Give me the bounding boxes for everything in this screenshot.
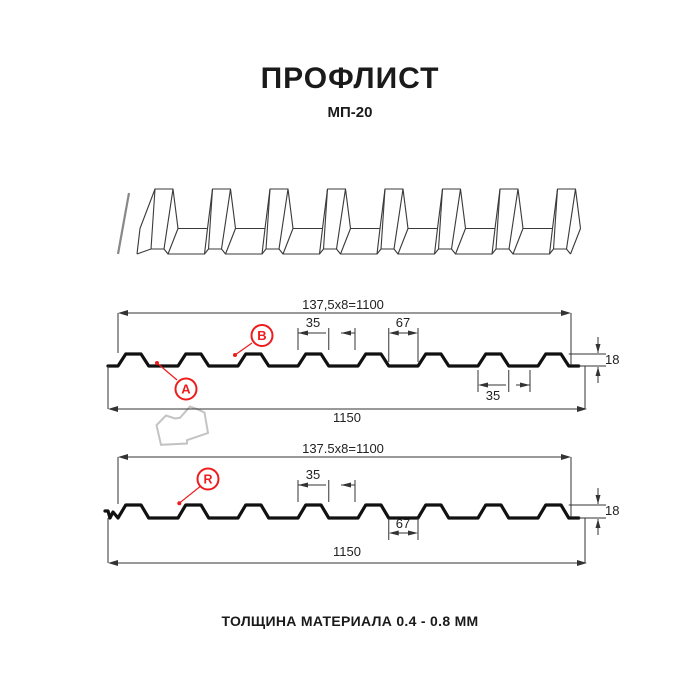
- svg-text:1150: 1150: [333, 544, 361, 559]
- svg-text:35: 35: [306, 467, 320, 482]
- svg-text:R: R: [203, 473, 212, 487]
- svg-text:67: 67: [396, 315, 410, 330]
- svg-text:137.5x8=1100: 137.5x8=1100: [302, 441, 384, 456]
- svg-text:A: A: [181, 382, 191, 397]
- svg-text:18: 18: [605, 503, 619, 518]
- svg-text:35: 35: [306, 315, 320, 330]
- svg-text:67: 67: [396, 516, 410, 531]
- svg-text:137,5x8=1100: 137,5x8=1100: [302, 297, 384, 312]
- svg-text:18: 18: [605, 352, 619, 367]
- svg-text:1150: 1150: [333, 410, 361, 425]
- svg-text:35: 35: [486, 388, 500, 403]
- svg-text:B: B: [257, 328, 266, 343]
